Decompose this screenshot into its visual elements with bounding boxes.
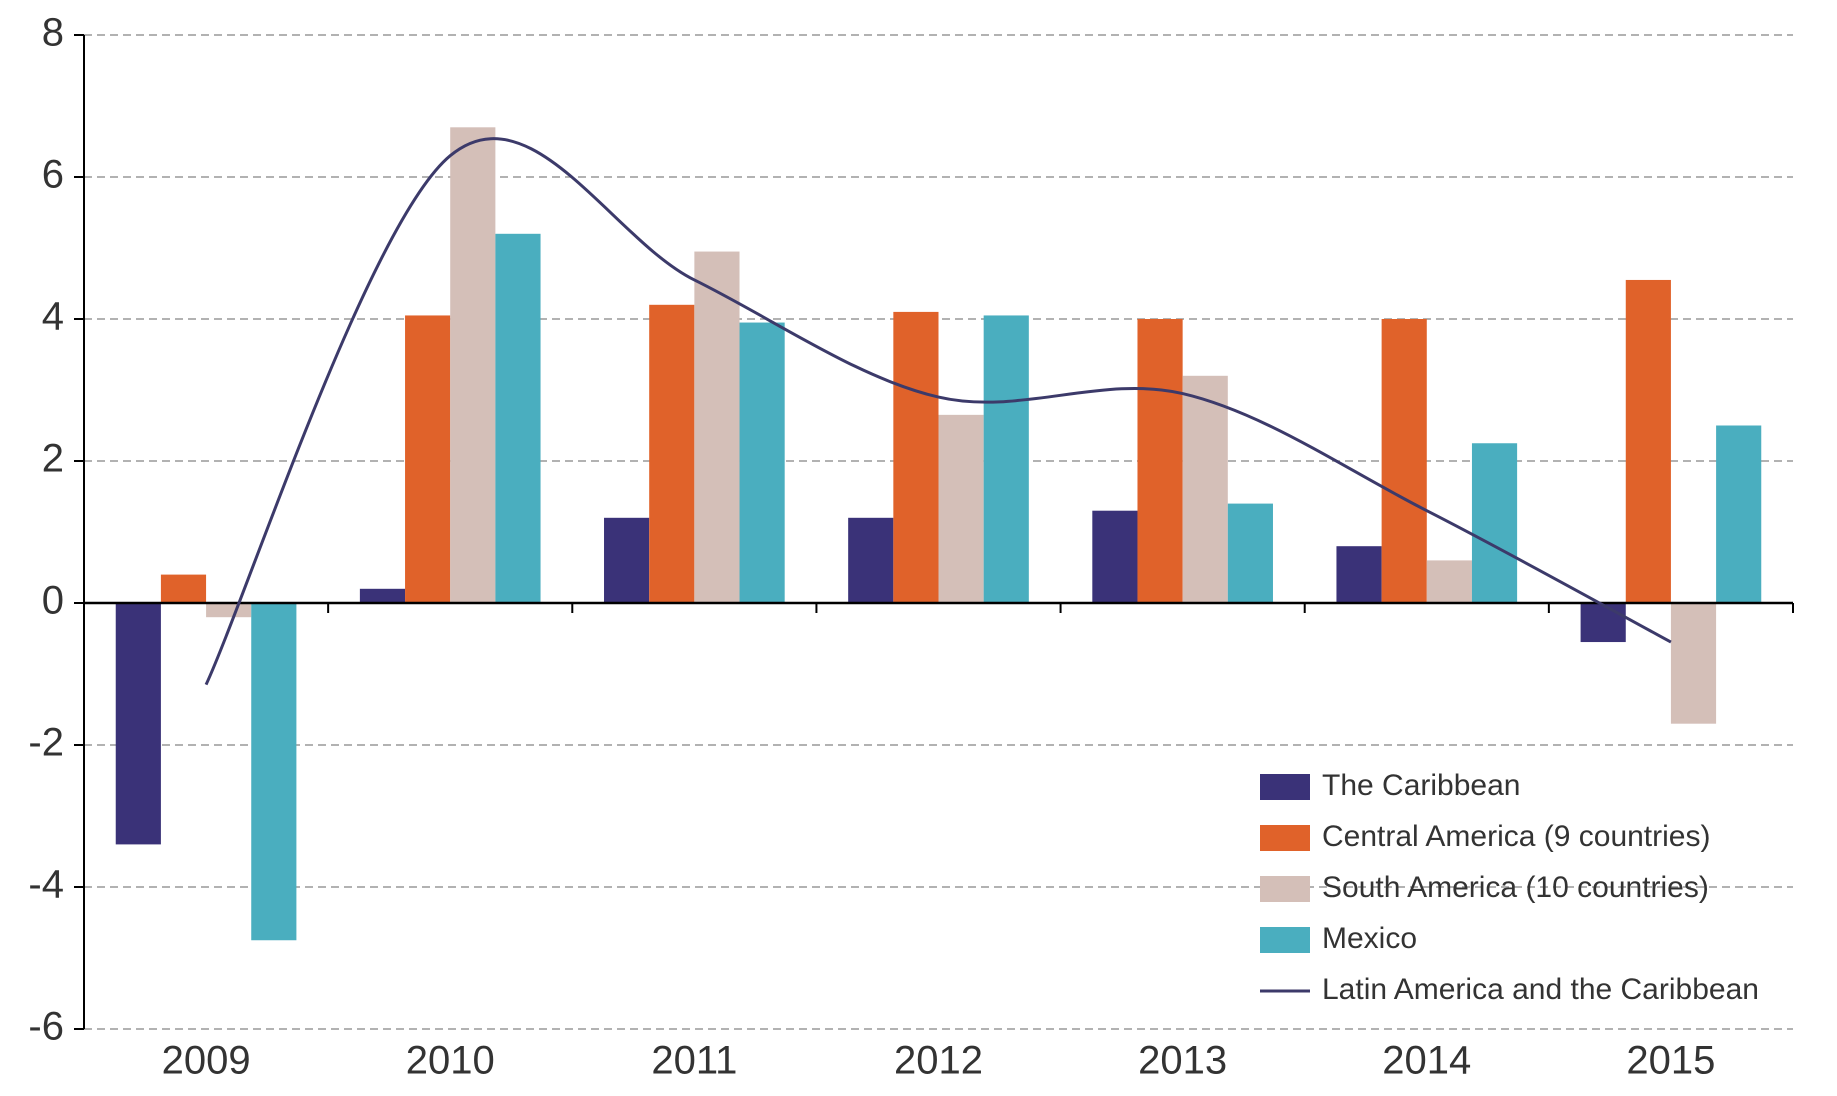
- x-tick-label: 2013: [1138, 1039, 1227, 1083]
- legend-swatch: [1260, 876, 1310, 902]
- legend-swatch: [1260, 825, 1310, 851]
- legend-swatch: [1260, 927, 1310, 953]
- bar: [1625, 279, 1671, 603]
- y-tick-label: 8: [42, 11, 64, 55]
- legend-label: The Caribbean: [1322, 769, 1520, 802]
- bar: [206, 603, 252, 618]
- y-tick-label: 0: [42, 579, 64, 623]
- y-tick-label: -2: [28, 721, 64, 765]
- bar: [115, 603, 161, 845]
- bar: [1137, 319, 1183, 603]
- x-tick-label: 2011: [651, 1039, 737, 1083]
- bar: [1182, 375, 1228, 603]
- x-tick-label: 2015: [1626, 1039, 1715, 1083]
- x-tick-label: 2012: [894, 1039, 983, 1083]
- bar: [1381, 319, 1427, 603]
- bar: [1670, 603, 1717, 724]
- bar: [1716, 425, 1762, 603]
- legend-swatch: [1260, 774, 1310, 800]
- y-tick-label: 4: [42, 295, 64, 339]
- bar: [848, 517, 894, 603]
- bar: [649, 304, 695, 603]
- y-tick-label: -4: [28, 863, 64, 907]
- bar: [251, 603, 297, 941]
- bar: [604, 517, 650, 603]
- bar: [160, 574, 207, 603]
- bar: [1227, 503, 1273, 603]
- bar: [1092, 510, 1138, 603]
- bar: [938, 414, 984, 603]
- bar: [405, 315, 451, 603]
- legend-label: South America (10 countries): [1322, 871, 1709, 904]
- line: [204, 137, 1672, 686]
- legend-label: Latin America and the Caribbean: [1322, 973, 1759, 1006]
- bar: [739, 322, 785, 603]
- x-tick-label: 2014: [1382, 1039, 1471, 1083]
- bar: [893, 311, 939, 603]
- bar: [495, 233, 541, 604]
- bar: [1336, 546, 1382, 603]
- y-tick-label: 2: [42, 437, 64, 481]
- bar: [983, 315, 1029, 603]
- legend-label: Central America (9 countries): [1322, 820, 1710, 853]
- legend-label: Mexico: [1322, 922, 1417, 955]
- bar: [1471, 443, 1518, 603]
- bar: [1580, 603, 1626, 643]
- bar: [359, 588, 406, 603]
- y-tick-label: -6: [28, 1005, 64, 1049]
- bar: [450, 127, 496, 604]
- bar: [1426, 560, 1472, 603]
- bar: [694, 251, 740, 604]
- y-tick-label: 6: [42, 153, 64, 197]
- x-tick-label: 2009: [162, 1039, 251, 1083]
- x-tick-label: 2010: [406, 1039, 495, 1083]
